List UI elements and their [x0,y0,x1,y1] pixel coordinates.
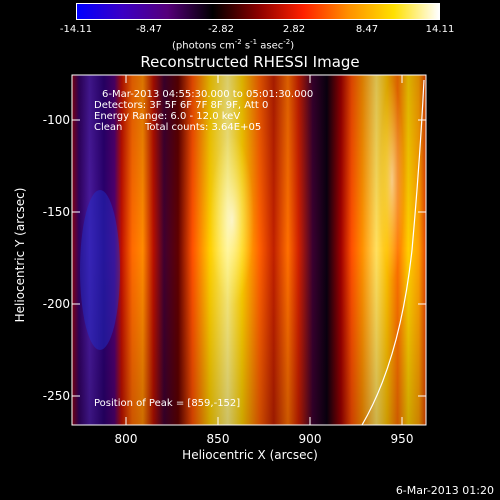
x-tick-label: 800 [114,432,138,446]
colorbar [76,3,440,20]
x-tick-label: 900 [298,432,322,446]
total-counts-text: Total counts: 3.64E+05 [145,122,262,133]
y-tick-label: -100 [42,113,70,127]
plot-title: Reconstructed RHESSI Image [140,53,360,71]
colorbar-tick: -8.47 [136,24,162,35]
plot-timestamp: 6-Mar-2013 01:20 [395,484,494,497]
energy-range-text: Energy Range: 6.0 - 12.0 keV [94,111,241,122]
x-tick-label: 950 [390,432,414,446]
x-tick-label: 850 [206,432,230,446]
colorbar-tick: -14.11 [59,24,93,35]
colorbar-tick: 14.11 [425,24,455,35]
y-tick-label: -200 [42,297,70,311]
y-tick-label: -250 [42,389,70,403]
y-axis-label: Heliocentric Y (arcsec) [13,187,27,323]
colorbar-tick: 8.47 [355,24,379,35]
y-tick-label: -150 [42,205,70,219]
colorbar-unit-label: (photons cm-2 s-1 asec-2) [172,38,295,52]
colorbar-tick: -2.82 [208,24,234,35]
x-axis-label: Heliocentric X (arcsec) [182,448,318,462]
clean-label: Clean [94,122,123,133]
peak-position-text: Position of Peak = [859,-152] [94,398,241,409]
colorbar-tick: 2.82 [282,24,306,35]
detectors-text: Detectors: 3F 5F 6F 7F 8F 9F, Att 0 [94,100,269,111]
time-range-text: 6-Mar-2013 04:55:30.000 to 05:01:30.000 [102,89,314,100]
